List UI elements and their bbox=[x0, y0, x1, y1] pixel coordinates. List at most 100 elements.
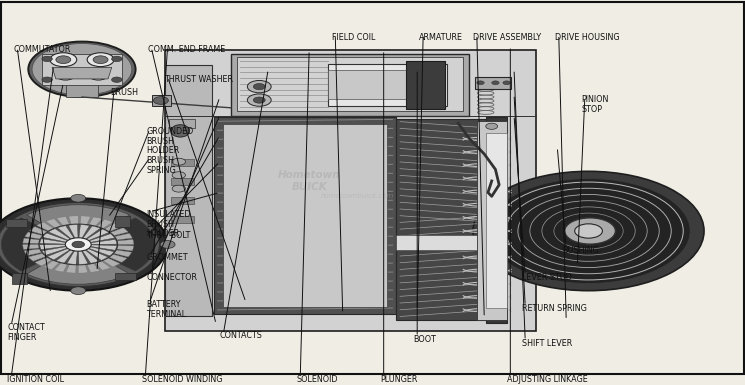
Circle shape bbox=[253, 84, 265, 90]
Circle shape bbox=[172, 158, 186, 165]
Text: SOLENOID: SOLENOID bbox=[297, 375, 338, 384]
Wedge shape bbox=[78, 244, 133, 251]
Bar bbox=[171, 159, 194, 166]
Bar bbox=[165, 65, 212, 316]
Circle shape bbox=[56, 56, 71, 64]
Text: Hometown
BUICK: Hometown BUICK bbox=[278, 170, 340, 192]
Wedge shape bbox=[27, 205, 130, 244]
Wedge shape bbox=[56, 244, 78, 263]
Bar bbox=[66, 76, 98, 97]
Bar bbox=[171, 178, 194, 185]
Bar bbox=[152, 95, 171, 106]
Wedge shape bbox=[69, 224, 78, 244]
Circle shape bbox=[172, 172, 186, 179]
Circle shape bbox=[32, 44, 132, 95]
Bar bbox=[169, 119, 195, 128]
Bar bbox=[165, 50, 536, 331]
Circle shape bbox=[93, 56, 108, 64]
Wedge shape bbox=[67, 244, 78, 264]
Text: THRUST WASHER: THRUST WASHER bbox=[164, 75, 233, 84]
Wedge shape bbox=[78, 244, 88, 264]
Wedge shape bbox=[30, 227, 78, 244]
Wedge shape bbox=[78, 219, 112, 244]
Bar bbox=[214, 117, 396, 314]
Bar bbox=[328, 70, 417, 99]
Wedge shape bbox=[35, 244, 78, 266]
Wedge shape bbox=[78, 223, 121, 244]
Wedge shape bbox=[1, 218, 78, 271]
Text: THRU BOLT: THRU BOLT bbox=[146, 231, 191, 240]
Wedge shape bbox=[48, 244, 78, 260]
Text: hometownbuick.com: hometownbuick.com bbox=[321, 193, 394, 199]
Text: INSULATED
BRUSH
HOLDER: INSULATED BRUSH HOLDER bbox=[146, 210, 191, 238]
Wedge shape bbox=[39, 244, 78, 249]
Wedge shape bbox=[23, 238, 78, 244]
Circle shape bbox=[112, 77, 122, 82]
Circle shape bbox=[503, 81, 510, 85]
Circle shape bbox=[574, 224, 603, 238]
Wedge shape bbox=[28, 244, 78, 261]
Bar bbox=[231, 54, 469, 116]
Bar bbox=[396, 235, 486, 250]
Wedge shape bbox=[78, 234, 115, 244]
Wedge shape bbox=[78, 244, 114, 256]
Circle shape bbox=[153, 97, 168, 104]
Wedge shape bbox=[78, 216, 91, 244]
Text: BOOT: BOOT bbox=[413, 335, 437, 344]
Bar bbox=[171, 197, 194, 204]
Text: DRIVE ASSEMBLY: DRIVE ASSEMBLY bbox=[473, 33, 541, 42]
Bar bbox=[475, 77, 511, 89]
Wedge shape bbox=[78, 239, 133, 244]
Circle shape bbox=[71, 194, 86, 202]
Text: BRUSH
SPRING: BRUSH SPRING bbox=[146, 156, 176, 175]
Wedge shape bbox=[78, 224, 89, 244]
Wedge shape bbox=[42, 233, 78, 244]
Bar bbox=[171, 216, 194, 223]
Wedge shape bbox=[78, 244, 117, 250]
Circle shape bbox=[487, 179, 690, 283]
Wedge shape bbox=[78, 218, 155, 271]
Wedge shape bbox=[37, 222, 78, 244]
Ellipse shape bbox=[171, 125, 189, 137]
Wedge shape bbox=[78, 244, 132, 257]
Text: CONTACT
FINGER: CONTACT FINGER bbox=[7, 323, 45, 342]
Circle shape bbox=[89, 70, 108, 80]
Text: COMM. END FRAME: COMM. END FRAME bbox=[148, 45, 225, 54]
Wedge shape bbox=[78, 244, 110, 270]
Circle shape bbox=[247, 80, 271, 93]
Wedge shape bbox=[69, 216, 78, 244]
Wedge shape bbox=[27, 244, 130, 284]
Circle shape bbox=[160, 241, 175, 248]
Circle shape bbox=[42, 56, 52, 62]
Text: DRIVE HOUSING: DRIVE HOUSING bbox=[555, 33, 620, 42]
Wedge shape bbox=[78, 244, 120, 267]
Wedge shape bbox=[78, 233, 133, 244]
Text: ARMATURE: ARMATURE bbox=[419, 33, 463, 42]
Text: FIELD COIL: FIELD COIL bbox=[332, 33, 375, 42]
Text: GROMMET: GROMMET bbox=[146, 253, 188, 262]
Text: PLUNGER: PLUNGER bbox=[380, 375, 417, 384]
Bar bbox=[115, 273, 136, 280]
Wedge shape bbox=[78, 217, 102, 244]
Circle shape bbox=[477, 81, 484, 85]
Bar bbox=[486, 117, 507, 323]
Text: COMMUTATOR: COMMUTATOR bbox=[13, 45, 71, 54]
Circle shape bbox=[565, 218, 615, 244]
Bar bbox=[328, 64, 447, 106]
Bar bbox=[42, 54, 122, 85]
Text: IGNITION COIL
"R" TERMINAL: IGNITION COIL "R" TERMINAL bbox=[7, 375, 65, 385]
Wedge shape bbox=[23, 244, 78, 249]
Circle shape bbox=[492, 81, 499, 85]
Wedge shape bbox=[78, 226, 101, 244]
Bar bbox=[237, 57, 463, 111]
Bar bbox=[115, 216, 130, 227]
Bar bbox=[223, 124, 387, 307]
Circle shape bbox=[172, 185, 186, 192]
Circle shape bbox=[247, 94, 271, 106]
Wedge shape bbox=[24, 244, 78, 256]
Wedge shape bbox=[25, 232, 78, 244]
Wedge shape bbox=[39, 239, 78, 244]
Circle shape bbox=[66, 238, 91, 251]
Text: CONTACTS: CONTACTS bbox=[220, 331, 263, 340]
Text: BRUSH: BRUSH bbox=[110, 88, 139, 97]
